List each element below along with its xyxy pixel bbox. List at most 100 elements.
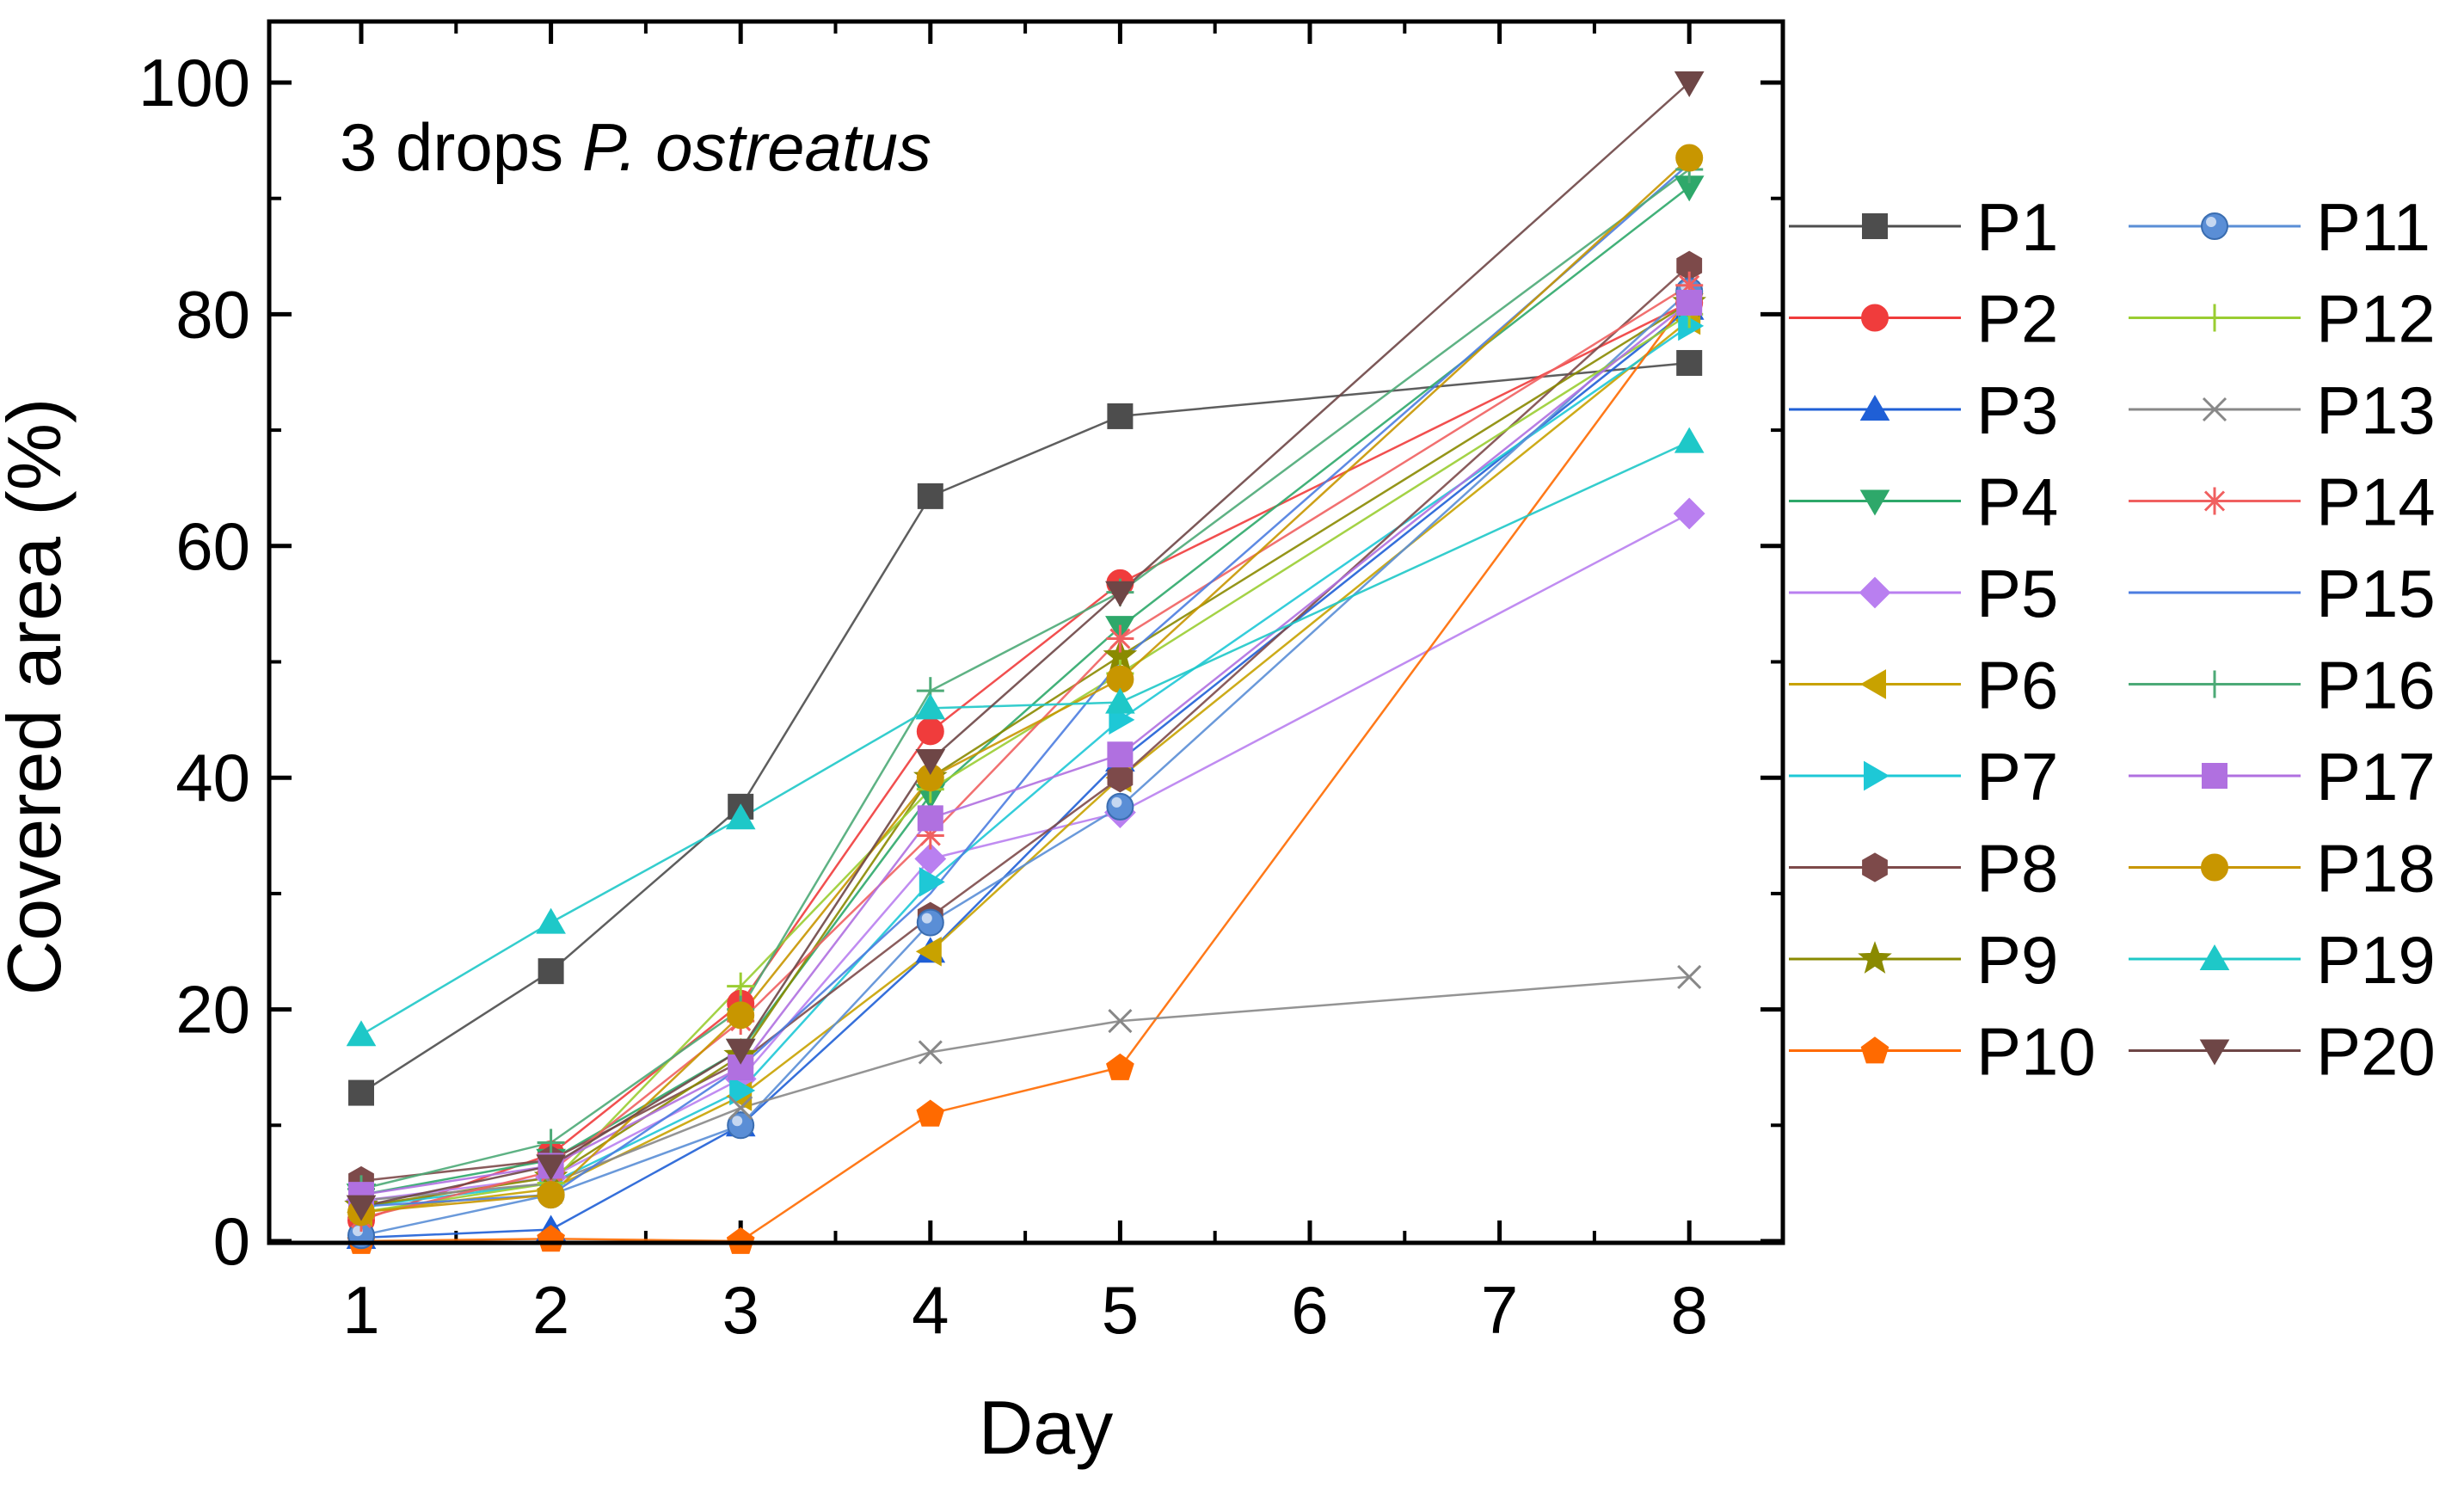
legend-item-p19: P19: [2129, 922, 2436, 998]
x-tick-label: 7: [1481, 1272, 1518, 1348]
y-axis-title: Covered area (%): [0, 398, 77, 996]
data-point-p7: [729, 1075, 756, 1106]
legend-label: P5: [1976, 556, 2058, 631]
legend-item-p9: P9: [1789, 922, 2058, 998]
legend-item-p2: P2: [1789, 281, 2058, 357]
data-point-p6: [915, 936, 942, 967]
y-tick-label: 100: [138, 45, 250, 120]
legend-marker: [2199, 944, 2230, 970]
series-line-p18: [360, 157, 1691, 1214]
x-tick-label: 8: [1671, 1272, 1708, 1348]
data-point-p19: [1674, 427, 1705, 453]
y-tick-label: 20: [175, 972, 250, 1048]
series-line-p7: [360, 324, 1690, 1208]
legend-marker: [1862, 852, 1888, 882]
legend-label: P4: [1976, 464, 2058, 540]
data-point-p10: [726, 1227, 755, 1254]
legend-item-p18: P18: [2129, 831, 2436, 907]
legend-marker: [1860, 1036, 1889, 1064]
legend-label: P8: [1976, 831, 2058, 907]
x-tick-label: 5: [1102, 1272, 1139, 1348]
legend-marker: [1862, 213, 1888, 239]
series-line-p16: [360, 168, 1690, 1190]
legend-item-p15: P15: [2129, 556, 2436, 631]
legend-marker: [1864, 760, 1889, 791]
series-line-p4: [360, 186, 1690, 1196]
data-point-p19: [725, 803, 756, 830]
series-line-p3: [360, 307, 1690, 1239]
legend-label: P15: [2316, 556, 2436, 631]
series-markers: [344, 71, 1706, 1254]
legend-label: P9: [1976, 922, 2058, 998]
data-point-p16: [537, 1128, 565, 1157]
legend-item-p3: P3: [1789, 372, 2058, 448]
plot-frame: [267, 19, 1785, 1245]
data-point-p13: [918, 1040, 943, 1065]
data-point-p8: [1107, 763, 1134, 793]
data-point-p20: [536, 1154, 566, 1181]
data-point-p18: [537, 1181, 565, 1209]
legend-marker: [1859, 489, 1890, 516]
y-tick-label: 0: [213, 1203, 250, 1279]
legend-item-p17: P17: [2129, 739, 2436, 815]
data-point-p13: [1108, 1009, 1133, 1034]
legend-item-p8: P8: [1789, 831, 2058, 907]
data-point-p19: [1105, 687, 1135, 714]
y-tick-label: 60: [175, 508, 250, 584]
legend-label: P18: [2316, 831, 2436, 907]
x-tick-label: 3: [722, 1272, 759, 1348]
data-point-p17: [1676, 289, 1703, 316]
legend-marker: [1859, 576, 1891, 609]
legend-label: P20: [2316, 1014, 2436, 1090]
legend-label: P2: [1976, 281, 2058, 357]
data-point-p1: [348, 1079, 374, 1106]
legend-item-p20: P20: [2129, 1014, 2436, 1090]
data-point-p1: [1107, 403, 1134, 429]
series-line-p17: [360, 301, 1690, 1196]
legend-marker: [2202, 397, 2227, 422]
data-point-p19: [536, 907, 566, 934]
annotation-species: P. ostreatus: [582, 109, 931, 185]
data-point-p5: [914, 843, 947, 875]
data-point-p20: [346, 1195, 377, 1221]
data-point-p12: [727, 972, 755, 1000]
legend-marker: [2201, 212, 2228, 240]
series-lines: [360, 82, 1691, 1243]
annotation-prefix: 3 drops: [340, 109, 582, 185]
series-line-p1: [360, 361, 1690, 1094]
x-tick-label: 4: [912, 1272, 949, 1348]
series-line-p13: [360, 975, 1690, 1202]
legend-marker: [1860, 669, 1886, 699]
legend-marker: [2202, 763, 2227, 789]
data-point-p17: [1107, 741, 1134, 768]
legend-label: P7: [1976, 739, 2058, 815]
legend-label: P6: [1976, 648, 2058, 723]
legend-item-p5: P5: [1789, 556, 2058, 631]
data-point-p19: [346, 1020, 377, 1047]
legend-marker: [1859, 395, 1890, 421]
data-point-p20: [915, 749, 946, 775]
legend-label: P10: [1976, 1014, 2096, 1090]
legend-label: P3: [1976, 372, 2058, 448]
legend-marker: [2201, 487, 2228, 515]
legend-item-p16: P16: [2129, 648, 2436, 723]
legend-item-p1: P1: [1789, 189, 2058, 265]
chart-annotation: 3 drops P. ostreatus: [340, 109, 931, 185]
data-point-p1: [1676, 349, 1703, 376]
x-tick-label: 1: [342, 1272, 379, 1348]
y-tick-label: 80: [175, 276, 250, 352]
y-tick-label: 40: [175, 740, 250, 815]
series-line-p15: [360, 163, 1691, 1208]
data-point-p18: [1675, 144, 1704, 172]
data-point-p20: [1105, 581, 1135, 607]
legend-label: P12: [2316, 281, 2436, 357]
legend-marker: [2201, 670, 2228, 698]
legend-label: P11: [2316, 189, 2430, 265]
data-point-p11: [727, 1111, 755, 1140]
series-line-p9: [360, 301, 1690, 1208]
data-point-p14: [1106, 624, 1134, 653]
legend-item-p14: P14: [2129, 464, 2436, 540]
legend-label: P13: [2316, 372, 2436, 448]
data-point-p11: [916, 908, 944, 937]
legend-item-p11: P11: [2129, 189, 2430, 265]
